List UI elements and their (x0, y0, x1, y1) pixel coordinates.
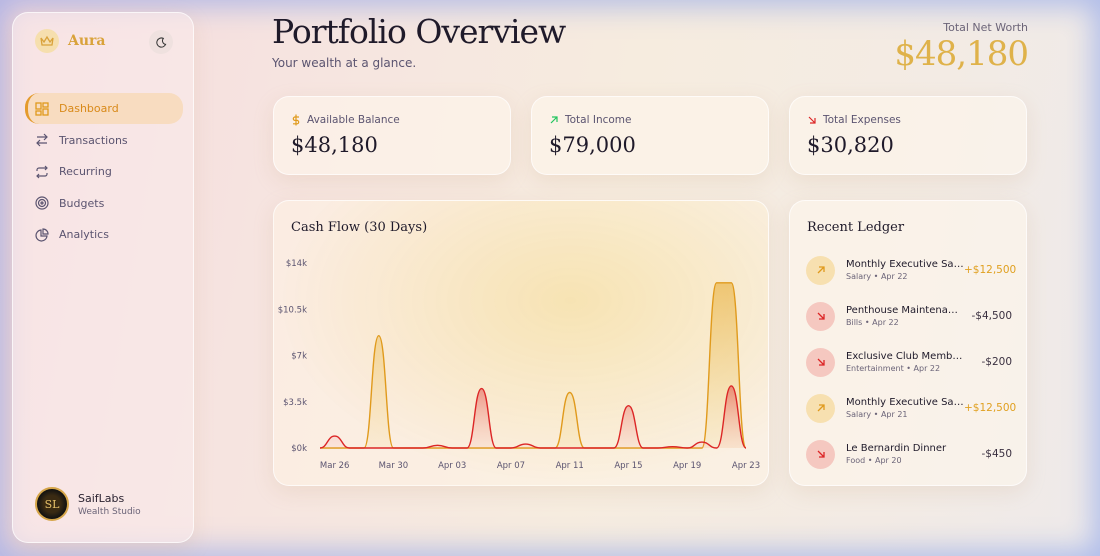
nav-label: Transactions (59, 133, 128, 147)
ledger-item[interactable]: Exclusive Club MembershipEntertainment •… (806, 345, 1012, 379)
nav-item[interactable]: Dashboard (25, 93, 183, 124)
ledger-amount: -$200 (981, 356, 1012, 368)
ledger-amount: -$4,500 (971, 310, 1012, 322)
user[interactable]: SL SaifLabs Wealth Studio (35, 487, 141, 521)
ledger-date: Apr 21 (880, 410, 908, 419)
ledger-category: Salary (846, 272, 872, 281)
stat-label: Available Balance (307, 114, 400, 126)
ledger-date: Apr 22 (872, 318, 899, 327)
stat-card: Total Income $79,000 (531, 96, 769, 175)
ledger-item[interactable]: Le Bernardin Dinner Food • Apr 20 -$450 (806, 437, 1012, 471)
nav-label: Budgets (59, 196, 105, 210)
ledger-name: Le Bernardin Dinner (846, 443, 947, 454)
net-worth: $48,180 (894, 34, 1029, 74)
y-tick-label: $3.5k (283, 398, 307, 408)
y-tick-label: $0k (291, 444, 307, 454)
ledger-item[interactable]: Monthly Executive Salary Salary • Apr 21 +… (806, 391, 1016, 425)
brand: Aura (35, 29, 106, 53)
stat-value: $48,180 (291, 133, 378, 157)
line (319, 385, 747, 449)
stat-label: Total Expenses (823, 114, 901, 126)
y-tick-label: $7k (291, 352, 307, 362)
ledger-amount: +$12,500 (964, 402, 1017, 414)
sidebar: Aura Dashboard Transactions Recurring Bu… (12, 12, 194, 543)
stat-value: $79,000 (549, 133, 636, 157)
stat-card: Total Expenses $30,820 (789, 96, 1027, 175)
ledger-amount: -$450 (981, 448, 1012, 460)
ledger-name: Monthly Executive Salary (846, 397, 964, 408)
y-tick-label: $14k (286, 259, 307, 269)
ledger-category: Bills (846, 318, 863, 327)
ledger-icon (806, 255, 835, 285)
chart-title: Cash Flow (30 Days) (291, 220, 428, 235)
brand-name: Aura (68, 33, 106, 49)
stat-value: $30,820 (807, 133, 894, 157)
ledger-name: Exclusive Club Membership (846, 351, 964, 362)
nav-item[interactable]: Recurring (25, 156, 183, 187)
page-subtitle: Your wealth at a glance. (272, 56, 417, 70)
x-tick-label: Mar 30 (379, 461, 409, 471)
ledger-icon (806, 347, 835, 377)
ledger-date: Apr 22 (880, 272, 908, 281)
ledger-date: Apr 20 (875, 456, 902, 465)
x-tick-label: Apr 15 (614, 461, 642, 471)
x-tick-label: Apr 07 (497, 461, 525, 471)
stat-label: Total Income (565, 114, 632, 126)
nav-item[interactable]: Budgets (25, 188, 183, 219)
x-tick-label: Apr 11 (556, 461, 584, 471)
nav-label: Dashboard (59, 102, 119, 115)
ledger-amount: +$12,500 (964, 264, 1017, 276)
ledger-item[interactable]: Monthly Executive Salary Salary • Apr 22 +… (806, 253, 1016, 287)
theme-toggle[interactable] (149, 30, 173, 54)
chart-card: Cash Flow (30 Days) $0k $3.5k $7k $10.5k $14… (273, 200, 769, 486)
ledger-icon (806, 301, 835, 331)
user-name: SaifLabs (78, 491, 125, 505)
nav-item[interactable]: Analytics (25, 219, 183, 250)
ledger-item[interactable]: Penthouse Maintenance Bills • Apr 22 -$4,5… (806, 299, 1012, 333)
net-worth-label: Total Net Worth (943, 21, 1028, 34)
page-title: Portfolio Overview (272, 12, 566, 51)
stat-card: Available Balance $48,180 (273, 96, 511, 175)
ledger-date: Apr 22 (913, 364, 941, 373)
user-subtitle: Wealth Studio (78, 506, 141, 517)
nav-label: Analytics (59, 228, 109, 241)
x-tick-label: Mar 26 (320, 461, 350, 471)
ledger-category: Salary (846, 410, 872, 419)
ledger-card: Recent Ledger Monthly Executive Salary Sa… (789, 200, 1027, 486)
ledger-category: Food (846, 456, 866, 465)
nav-item[interactable]: Transactions (25, 125, 183, 156)
ledger-icon (806, 439, 835, 469)
ledger-icon (806, 393, 835, 423)
x-tick-label: Apr 19 (673, 461, 701, 471)
nav-label: Recurring (59, 165, 112, 178)
ledger-title: Recent Ledger (807, 220, 905, 235)
ledger-name: Monthly Executive Salary (846, 259, 964, 270)
ledger-category: Entertainment (846, 364, 904, 373)
chart: $0k $3.5k $7k $10.5k $14k Mar 26 Mar 30 Apr 03 A… (278, 259, 760, 471)
x-tick-label: Apr 03 (438, 461, 466, 471)
nav: Dashboard Transactions Recurring Budgets… (25, 93, 183, 251)
x-tick-label: Apr 23 (732, 461, 760, 471)
y-tick-label: $10.5k (278, 305, 307, 315)
ledger-name: Penthouse Maintenance (846, 305, 964, 316)
